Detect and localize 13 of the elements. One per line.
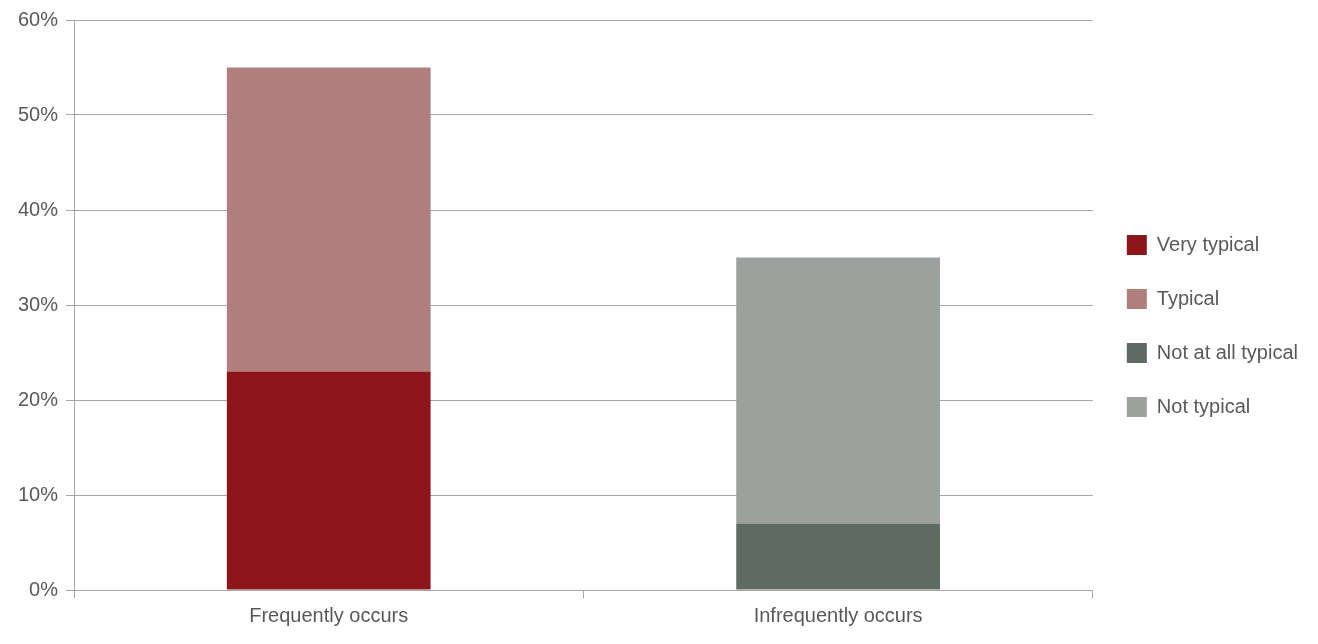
y-tick-label: 50%	[18, 102, 59, 125]
y-tick-label: 40%	[18, 197, 59, 220]
legend-label: Not at all typical	[1156, 340, 1298, 363]
legend-label: Very typical	[1156, 232, 1260, 255]
y-tick-label: 30%	[18, 292, 59, 315]
y-tick-label: 20%	[18, 387, 59, 410]
x-tick-label: Infrequently occurs	[753, 603, 923, 626]
x-tick-label: Frequently occurs	[249, 603, 409, 626]
y-tick-label: 10%	[18, 482, 59, 505]
y-tick-label: 60%	[18, 7, 59, 30]
legend-label: Not typical	[1156, 394, 1251, 417]
legend-label: Typical	[1156, 286, 1220, 309]
y-tick-label: 0%	[29, 577, 59, 600]
